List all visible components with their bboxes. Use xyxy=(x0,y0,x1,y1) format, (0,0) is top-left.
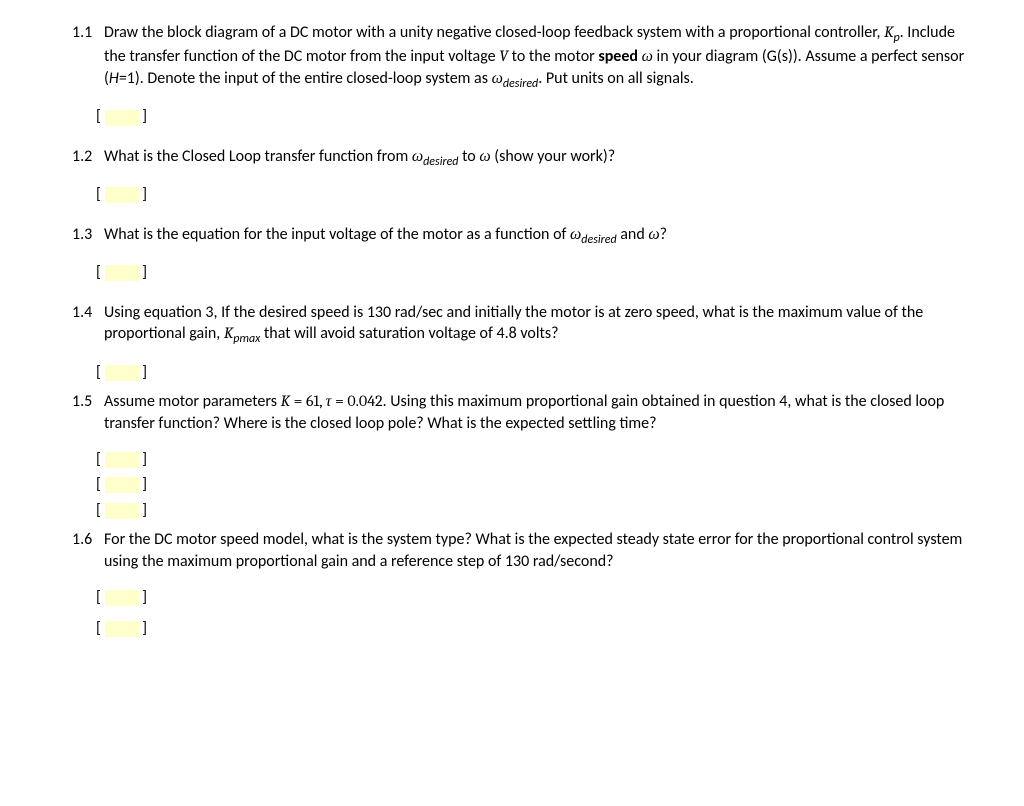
question-text: Draw the block diagram of a DC motor wit… xyxy=(104,22,968,92)
answer-placeholder: [ ] xyxy=(96,618,968,640)
question-number: 1.4 xyxy=(72,302,104,348)
answer-placeholder: [ ] xyxy=(96,587,968,609)
question-1-6: 1.6For the DC motor speed model, what is… xyxy=(72,529,968,639)
question-number: 1.5 xyxy=(72,391,104,434)
answer-box[interactable] xyxy=(105,621,139,637)
question-number: 1.2 xyxy=(72,146,104,170)
answer-placeholder: [ ] xyxy=(96,106,968,128)
answer-box[interactable] xyxy=(105,110,139,126)
question-text: For the DC motor speed model, what is th… xyxy=(104,529,968,572)
question-number: 1.1 xyxy=(72,22,104,92)
question-text: What is the Closed Loop transfer functio… xyxy=(104,146,968,170)
answer-placeholder: [ ] xyxy=(96,500,968,522)
answer-box[interactable] xyxy=(105,187,139,203)
question-text: Using equation 3, If the desired speed i… xyxy=(104,302,968,348)
answer-placeholder: [ ] xyxy=(96,362,968,384)
answer-box[interactable] xyxy=(105,365,139,381)
question-number: 1.6 xyxy=(72,529,104,572)
answer-placeholder: [ ] xyxy=(96,474,968,496)
answer-box[interactable] xyxy=(105,503,139,519)
answer-box[interactable] xyxy=(105,477,139,493)
answer-placeholder: [ ] xyxy=(96,184,968,206)
question-number: 1.3 xyxy=(72,224,104,248)
question-1-3: 1.3What is the equation for the input vo… xyxy=(72,224,968,284)
answer-box[interactable] xyxy=(105,265,139,281)
answer-box[interactable] xyxy=(105,452,139,468)
question-text: What is the equation for the input volta… xyxy=(104,224,968,248)
question-1-4: 1.4Using equation 3, If the desired spee… xyxy=(72,302,968,384)
question-1-2: 1.2What is the Closed Loop transfer func… xyxy=(72,146,968,206)
question-1-1: 1.1Draw the block diagram of a DC motor … xyxy=(72,22,968,128)
answer-placeholder: [ ] xyxy=(96,262,968,284)
question-1-5: 1.5Assume motor parameters K = 61, τ = 0… xyxy=(72,391,968,521)
answer-box[interactable] xyxy=(105,590,139,606)
answer-placeholder: [ ] xyxy=(96,449,968,471)
question-text: Assume motor parameters K = 61, τ = 0.04… xyxy=(104,391,968,434)
